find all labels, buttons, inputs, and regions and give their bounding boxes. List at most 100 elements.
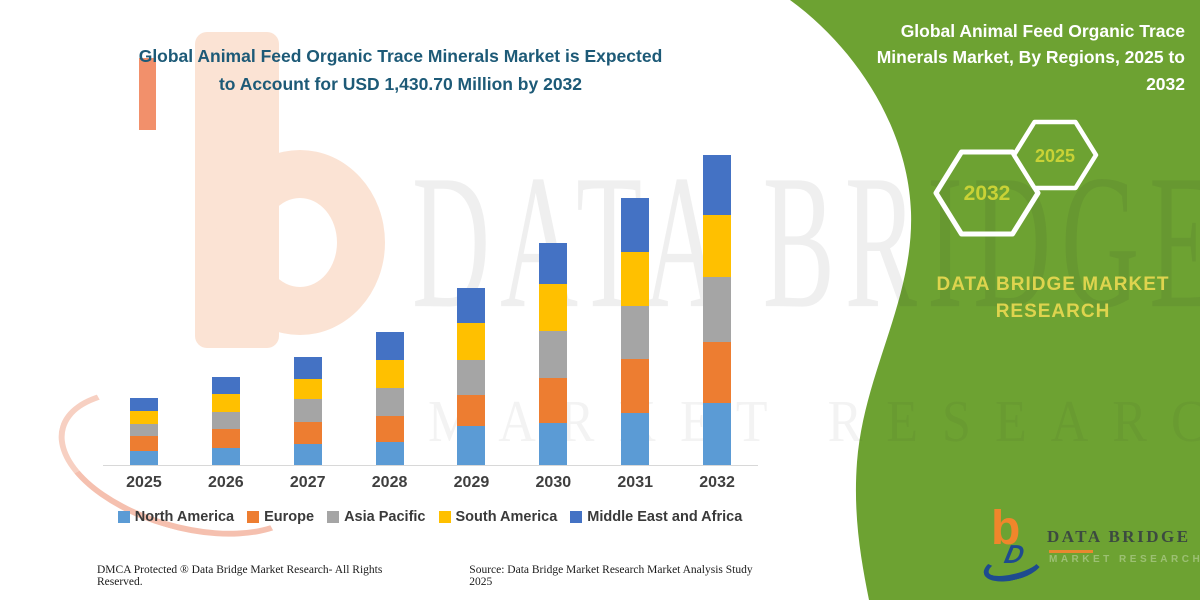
- stacked-bar-2026: [211, 376, 240, 465]
- green-title-line3: 2032: [1146, 73, 1185, 94]
- segment-asia-pacific: [293, 398, 322, 423]
- logo-subtext: MARKET RESEARCH: [1049, 554, 1200, 565]
- segment-middle-east-and-africa: [621, 197, 650, 252]
- segment-north-america: [621, 413, 650, 465]
- data-bridge-logo: b D DATA BRIDGE MARKET RESEARCH: [980, 505, 1200, 589]
- footer: DMCA Protected ® Data Bridge Market Rese…: [97, 564, 777, 588]
- segment-south-america: [539, 283, 568, 331]
- segment-europe: [211, 428, 240, 448]
- segment-asia-pacific: [211, 411, 240, 429]
- segment-asia-pacific: [703, 277, 732, 343]
- segment-europe: [375, 416, 404, 443]
- legend-item-middle-east-and-africa: Middle East and Africa: [570, 509, 742, 525]
- green-panel-title: Global Animal Feed Organic Trace Mineral…: [845, 18, 1185, 97]
- x-tick-label-2027: 2027: [289, 474, 326, 491]
- hexagon-2032: [933, 149, 1041, 237]
- segment-north-america: [211, 447, 240, 465]
- segment-middle-east-and-africa: [539, 243, 568, 284]
- stacked-bar-2030: [539, 243, 568, 465]
- legend-label: Middle East and Africa: [587, 509, 743, 525]
- bar-column-2025: [103, 155, 185, 465]
- legend-item-south-america: South America: [438, 509, 558, 525]
- bar-column-2026: [185, 155, 267, 465]
- stacked-bar-2025: [129, 398, 158, 465]
- segment-middle-east-and-africa: [375, 332, 404, 361]
- segment-south-america: [375, 360, 404, 389]
- hexagon-2032-label: 2032: [964, 182, 1011, 205]
- legend-swatch: [117, 511, 130, 523]
- year-hexagons: 2032 2025: [933, 119, 1099, 237]
- bar-column-2029: [431, 155, 513, 465]
- segment-europe: [621, 359, 650, 413]
- segment-asia-pacific: [129, 423, 158, 436]
- segment-middle-east-and-africa: [293, 356, 322, 379]
- segment-north-america: [703, 402, 732, 465]
- legend-swatch: [247, 511, 260, 523]
- segment-south-america: [293, 378, 322, 399]
- green-title-line1: Global Animal Feed Organic Trace: [900, 21, 1185, 41]
- legend-label: North America: [134, 509, 235, 525]
- brand-wordmark: DATA BRIDGE MARKET RESEARCH: [936, 274, 1170, 322]
- legend-label: Europe: [264, 509, 315, 525]
- x-axis-labels: 2025 2026 2027 2028 2029 2030 2031 2032: [103, 474, 758, 492]
- hexagon-2025: [1011, 119, 1099, 191]
- legend-swatch: [438, 511, 451, 523]
- segment-asia-pacific: [539, 330, 568, 378]
- stacked-bar-2027: [293, 356, 322, 465]
- legend-label: Asia Pacific: [344, 509, 426, 525]
- segment-asia-pacific: [621, 305, 650, 360]
- legend-swatch: [570, 511, 583, 523]
- x-tick-label-2032: 2032: [699, 474, 735, 491]
- x-tick-label-2031: 2031: [617, 474, 653, 491]
- bar-column-2032: [676, 155, 758, 465]
- source-note: Source: Data Bridge Market Research Mark…: [469, 564, 753, 588]
- segment-middle-east-and-africa: [211, 376, 240, 394]
- segment-north-america: [457, 426, 486, 465]
- segment-south-america: [703, 215, 732, 278]
- bar-column-2030: [512, 155, 594, 465]
- segment-south-america: [621, 251, 650, 306]
- logo-underline: [1049, 550, 1093, 553]
- segment-europe: [539, 377, 568, 423]
- x-tick-label-2028: 2028: [371, 474, 408, 491]
- x-tick-label-2030: 2030: [535, 474, 572, 491]
- segment-north-america: [375, 442, 404, 465]
- x-tick-label-2026: 2026: [208, 474, 244, 491]
- legend-label: South America: [455, 509, 558, 525]
- segment-south-america: [211, 393, 240, 412]
- stacked-bar-2028: [375, 332, 404, 465]
- segment-north-america: [293, 444, 322, 465]
- stacked-bar-2031: [621, 197, 650, 465]
- x-tick-label-2029: 2029: [453, 474, 490, 491]
- dmca-notice: DMCA Protected ® Data Bridge Market Rese…: [97, 564, 383, 588]
- green-curved-panel: [790, 0, 1200, 600]
- segment-middle-east-and-africa: [703, 155, 732, 216]
- segment-south-america: [129, 411, 158, 424]
- segment-north-america: [129, 450, 158, 465]
- chart-legend: North America Europe Asia Pacific South Ame…: [100, 509, 760, 525]
- legend-item-north-america: North America: [117, 509, 235, 525]
- segment-south-america: [457, 322, 486, 361]
- stacked-bar-2032: [703, 155, 732, 465]
- legend-item-asia-pacific: Asia Pacific: [327, 509, 426, 525]
- segment-middle-east-and-africa: [457, 288, 486, 323]
- hexagon-2025-label: 2025: [1035, 146, 1075, 166]
- segment-europe: [129, 435, 158, 451]
- segment-europe: [293, 422, 322, 445]
- green-title-line2: Minerals Market, By Regions, 2025 to: [876, 47, 1185, 68]
- segment-middle-east-and-africa: [129, 398, 158, 412]
- segment-north-america: [539, 423, 568, 465]
- legend-swatch: [327, 511, 340, 523]
- bar-column-2028: [349, 155, 431, 465]
- logo-name: DATA BRIDGE: [1047, 527, 1191, 546]
- stacked-bar-2029: [457, 288, 486, 465]
- bar-column-2031: [594, 155, 676, 465]
- bar-column-2027: [267, 155, 349, 465]
- segment-asia-pacific: [457, 360, 486, 395]
- plot-area: [103, 155, 758, 466]
- page-title-line2: to Account for USD 1,430.70 Million by 2…: [218, 74, 583, 94]
- legend-item-europe: Europe: [247, 509, 314, 525]
- logo-b-icon: b: [991, 502, 1021, 555]
